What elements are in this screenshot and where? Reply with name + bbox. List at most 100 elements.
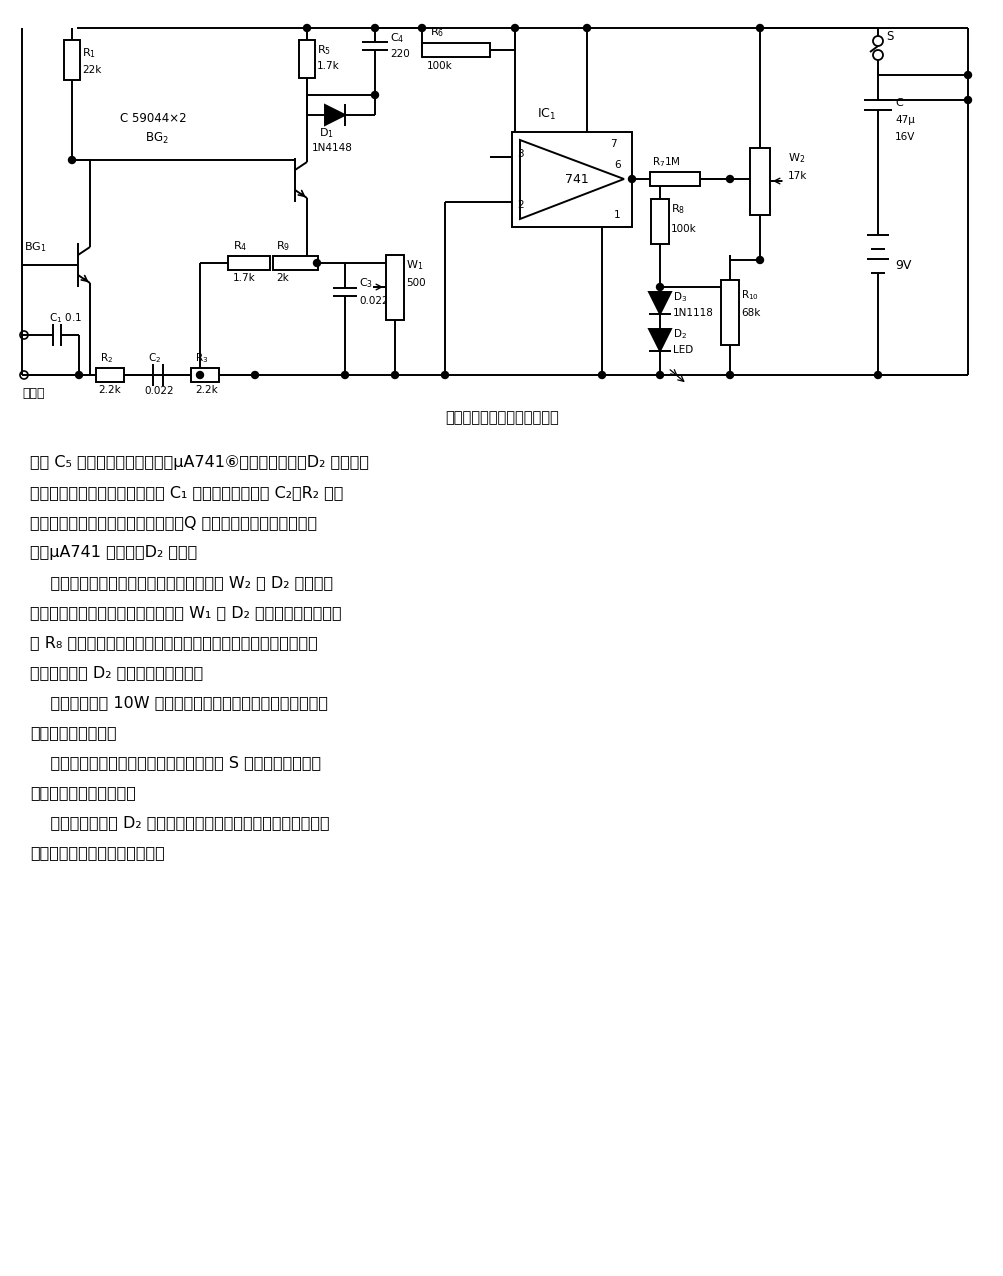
Circle shape: [391, 371, 398, 379]
Text: 示振荡器工作正常。被测线圈经 C₁ 接入振荡回路，与 C₂、R₂ 选频: 示振荡器工作正常。被测线圈经 C₁ 接入振荡回路，与 C₂、R₂ 选频: [30, 485, 343, 500]
Text: 7: 7: [610, 139, 616, 149]
Text: 17k: 17k: [787, 171, 806, 181]
Circle shape: [251, 371, 258, 379]
Circle shape: [583, 24, 590, 32]
Text: C 59044×2: C 59044×2: [120, 111, 187, 125]
Polygon shape: [648, 292, 670, 314]
Text: 9V: 9V: [894, 259, 911, 272]
Text: R$_3$: R$_3$: [195, 351, 209, 365]
Circle shape: [197, 371, 204, 379]
Circle shape: [441, 371, 448, 379]
Bar: [720, 279, 738, 345]
Text: 0.022: 0.022: [359, 296, 388, 306]
Text: 2: 2: [517, 200, 524, 211]
Circle shape: [726, 176, 733, 182]
Text: 2.2k: 2.2k: [195, 385, 218, 396]
Text: 220: 220: [389, 48, 409, 59]
Text: R$_7$1M: R$_7$1M: [651, 156, 680, 168]
Text: 741: 741: [565, 172, 589, 185]
Text: D$_3$: D$_3$: [672, 290, 686, 304]
Bar: [64, 40, 80, 80]
Text: BG$_2$: BG$_2$: [144, 130, 169, 145]
Text: 2.2k: 2.2k: [98, 385, 120, 396]
Text: 例如匹间与层间有铜锈存在等。: 例如匹间与层间有铜锈存在等。: [30, 845, 164, 860]
Text: BG$_1$: BG$_1$: [24, 240, 46, 254]
Circle shape: [755, 256, 762, 264]
Text: 本电路适合测 10W 以下的小变压器。容量大的变压器因分布: 本电路适合测 10W 以下的小变压器。容量大的变压器因分布: [30, 695, 328, 709]
Circle shape: [598, 371, 605, 379]
Text: 1N4148: 1N4148: [312, 143, 352, 153]
Text: D$_2$: D$_2$: [672, 327, 686, 341]
Text: R$_2$: R$_2$: [100, 351, 113, 365]
Text: W$_1$: W$_1$: [405, 258, 423, 272]
Text: R$_5$: R$_5$: [317, 43, 331, 57]
Text: 100k: 100k: [670, 225, 696, 234]
Text: 6: 6: [614, 160, 620, 170]
Text: 1: 1: [614, 211, 620, 219]
Circle shape: [511, 24, 518, 32]
Bar: [650, 199, 668, 244]
Text: 47μ: 47μ: [894, 115, 914, 125]
Text: 变 R₈ 的阻值。检验线路灵敏度的方法更为简单，用两只手分别捩: 变 R₈ 的阻值。检验线路灵敏度的方法更为简单，用两只手分别捩: [30, 635, 317, 649]
Text: R$_4$: R$_4$: [233, 239, 247, 253]
Text: 和刚点亮之间，再使测试端开路，调 W₁ 使 D₂ 息灬或点燃，否则改: 和刚点亮之间，再使测试端开路，调 W₁ 使 D₂ 息灬或点燃，否则改: [30, 605, 341, 620]
Text: 大，会影响测量准确度。: 大，会影响测量准确度。: [30, 785, 135, 800]
Text: C$_1$ 0.1: C$_1$ 0.1: [49, 311, 82, 325]
Text: R$_{10}$: R$_{10}$: [740, 288, 758, 302]
Circle shape: [341, 371, 348, 379]
Polygon shape: [648, 329, 670, 351]
Text: 22k: 22k: [82, 65, 101, 75]
Polygon shape: [325, 105, 345, 125]
Bar: [96, 367, 124, 382]
Circle shape: [418, 24, 425, 32]
Text: 500: 500: [405, 278, 425, 288]
Text: C$_2$: C$_2$: [147, 351, 161, 365]
Text: 测试行偏转线圈时，要断开一根引线，因 S 形校正电容容量较: 测试行偏转线圈时，要断开一根引线，因 S 形校正电容容量较: [30, 755, 321, 769]
Text: 振，μA741 无输出，D₂ 息灬。: 振，μA741 无输出，D₂ 息灬。: [30, 545, 197, 560]
Text: 1.7k: 1.7k: [317, 61, 339, 71]
Text: R$_6$: R$_6$: [429, 26, 443, 38]
Text: C$_3$: C$_3$: [359, 276, 373, 290]
Circle shape: [628, 176, 635, 182]
Circle shape: [313, 259, 320, 267]
Bar: [299, 40, 315, 78]
Text: 100k: 100k: [426, 61, 452, 71]
Text: 2k: 2k: [276, 273, 289, 283]
Bar: [228, 256, 270, 271]
Circle shape: [303, 24, 310, 32]
Text: 测量中，如发现 D₂ 有间歇性息灬，说明线圈有不完全的短路，: 测量中，如发现 D₂ 有间歇性息灬，说明线圈有不完全的短路，: [30, 815, 329, 829]
Circle shape: [874, 371, 881, 379]
Circle shape: [726, 371, 733, 379]
Bar: [749, 148, 769, 214]
Circle shape: [68, 157, 75, 163]
Text: LED: LED: [672, 345, 692, 355]
Circle shape: [755, 24, 762, 32]
Circle shape: [371, 92, 378, 98]
Text: C$_4$: C$_4$: [389, 31, 404, 45]
Bar: [273, 256, 318, 271]
Bar: [421, 43, 489, 57]
Bar: [649, 172, 699, 186]
Text: 测试端: 测试端: [22, 387, 44, 399]
Circle shape: [964, 97, 971, 103]
Text: 住测试端，如 D₂ 息灬说明电路正常。: 住测试端，如 D₂ 息灬说明电路正常。: [30, 665, 203, 680]
Text: 电路并联，如待测线圈有一匹短路，Q 值便大大降低，文氏电桥停: 电路并联，如待测线圈有一匹短路，Q 值便大大降低，文氏电桥停: [30, 516, 317, 530]
Text: R$_8$: R$_8$: [670, 202, 684, 216]
Text: 0.022: 0.022: [143, 387, 174, 396]
Bar: [191, 367, 219, 382]
Text: R$_1$: R$_1$: [82, 46, 96, 60]
Text: C: C: [894, 98, 902, 108]
Circle shape: [371, 24, 378, 32]
Text: IC$_1$: IC$_1$: [537, 106, 556, 121]
Text: D$_1$: D$_1$: [319, 126, 334, 140]
Bar: [512, 131, 631, 227]
Text: 简单实用的线圈短路测试电路: 简单实用的线圈短路测试电路: [444, 411, 559, 425]
Text: 3: 3: [517, 149, 524, 160]
Text: 1.7k: 1.7k: [233, 273, 256, 283]
Circle shape: [964, 71, 971, 79]
Text: 16V: 16V: [894, 131, 915, 142]
Circle shape: [656, 371, 663, 379]
Text: 68k: 68k: [740, 308, 759, 318]
Text: R$_9$: R$_9$: [276, 239, 290, 253]
Text: 接的 C₅ 的电压达到一定值时，μA741⑥脚输出高电平，D₂ 发光，表: 接的 C₅ 的电压达到一定值时，μA741⑥脚输出高电平，D₂ 发光，表: [30, 456, 369, 470]
